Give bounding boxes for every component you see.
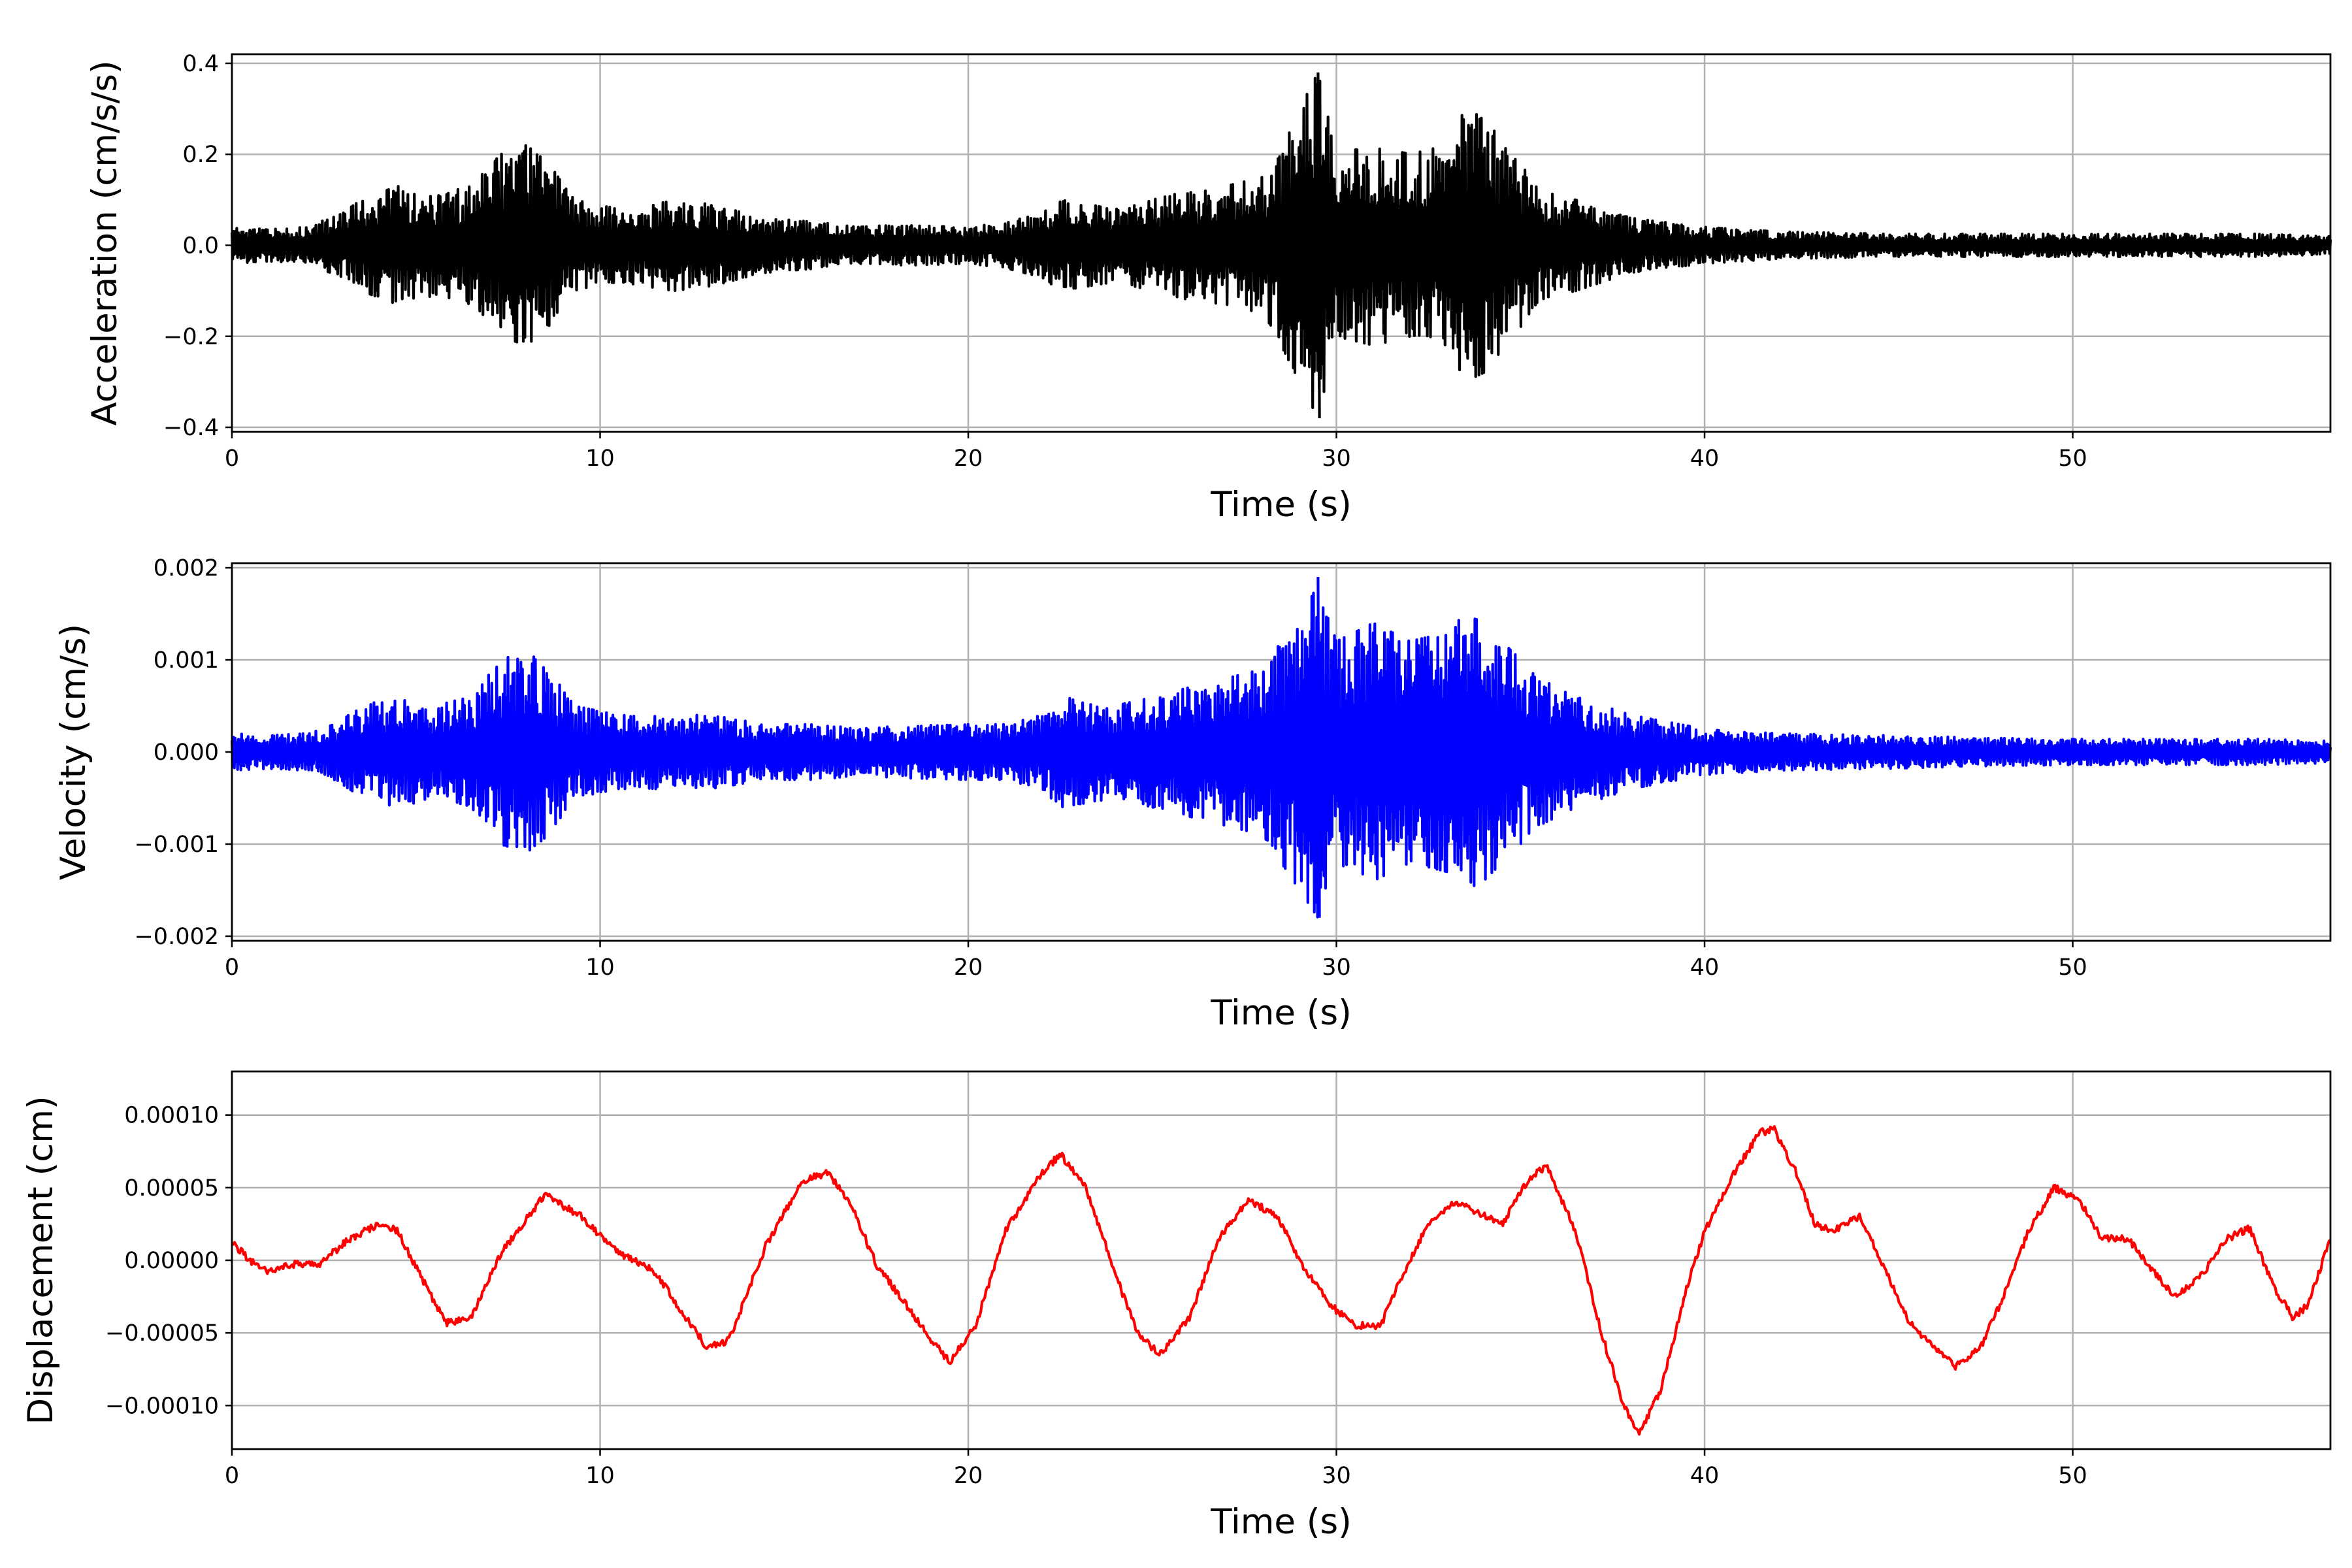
displacement-y-tick-label-1: −0.00005 [105,1320,219,1347]
acceleration-ticks: 0 10 20 30 40 50 −0.4 −0.2 0.0 0.2 0.4 [163,51,2087,472]
displacement-y-tick-label-2: 0.00000 [124,1248,219,1274]
velocity-y-tick-label-0: −0.002 [134,924,219,950]
velocity-x-tick-label-4: 40 [1690,955,1720,981]
acceleration-plot-frame [231,53,2332,433]
acceleration-x-tick-label-2: 20 [954,446,983,472]
acceleration-y-tick-label-0: −0.4 [163,415,219,441]
acceleration-x-tick-label-5: 50 [2058,446,2087,472]
displacement-x-tick-label-2: 20 [954,1463,983,1489]
acceleration-series-line [230,72,2332,419]
velocity-y-axis-title: Velocity (cm/s) [54,624,93,880]
velocity-trace-layer [230,577,2332,919]
displacement-x-axis-title: Time (s) [1210,1502,1352,1542]
acceleration-y-tick-label-4: 0.4 [182,51,219,77]
velocity-ticks: 0 10 20 30 40 50 −0.002 −0.001 0.000 0.001 0.002 [134,555,2087,981]
displacement-series-line [231,1125,2332,1436]
acceleration-x-axis-title: Time (s) [1210,485,1352,525]
velocity-x-tick-label-2: 20 [954,955,983,981]
displacement-y-axis-title: Displacement (cm) [21,1096,61,1424]
acceleration-x-tick-label-3: 30 [1322,446,1351,472]
displacement-x-tick-label-0: 0 [225,1463,239,1489]
velocity-x-tick-label-1: 10 [585,955,615,981]
displacement-x-tick-label-1: 10 [585,1463,615,1489]
velocity-x-tick-label-5: 50 [2058,955,2087,981]
displacement-y-tick-label-4: 0.00010 [124,1103,219,1129]
acceleration-y-axis-title: Acceleration (cm/s/s) [85,60,125,425]
velocity-y-tick-label-3: 0.001 [154,647,219,674]
acceleration-y-tick-label-3: 0.2 [182,142,219,168]
displacement-x-tick-label-4: 40 [1690,1463,1720,1489]
acceleration-trace-layer [230,72,2332,419]
acceleration-x-tick-label-0: 0 [225,446,239,472]
velocity-y-tick-label-2: 0.000 [154,740,219,766]
acceleration-x-tick-label-4: 40 [1690,446,1720,472]
acceleration-x-tick-label-1: 10 [585,446,615,472]
displacement-trace-layer [231,1125,2332,1436]
velocity-x-axis-title: Time (s) [1210,993,1352,1033]
displacement-x-tick-label-5: 50 [2058,1463,2087,1489]
displacement-panel: 0 10 20 30 40 50 −0.00010 −0.00005 0.00000 0.0000… [21,1070,2332,1542]
displacement-x-tick-label-3: 30 [1322,1463,1351,1489]
acceleration-panel: 0 10 20 30 40 50 −0.4 −0.2 0.0 0.2 0.4 Time (s) Ac… [85,51,2332,525]
acceleration-y-tick-label-1: −0.2 [163,324,219,350]
velocity-y-tick-label-1: −0.001 [134,832,219,858]
velocity-panel: 0 10 20 30 40 50 −0.002 −0.001 0.000 0.001 0.002 T… [54,555,2332,1033]
velocity-series-line [230,577,2332,919]
velocity-y-tick-label-4: 0.002 [154,555,219,581]
displacement-ticks: 0 10 20 30 40 50 −0.00010 −0.00005 0.00000 0.0000… [105,1103,2087,1489]
displacement-y-tick-label-3: 0.00005 [124,1175,219,1201]
displacement-y-tick-label-0: −0.00010 [105,1393,219,1419]
velocity-x-tick-label-0: 0 [225,955,239,981]
velocity-x-tick-label-3: 30 [1322,955,1351,981]
acceleration-y-tick-label-2: 0.0 [182,233,219,259]
